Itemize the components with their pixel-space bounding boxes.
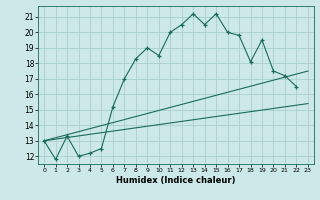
X-axis label: Humidex (Indice chaleur): Humidex (Indice chaleur)	[116, 176, 236, 185]
